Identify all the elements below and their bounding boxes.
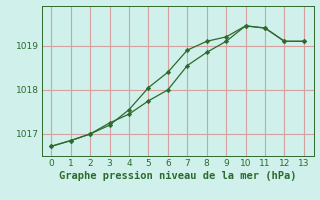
X-axis label: Graphe pression niveau de la mer (hPa): Graphe pression niveau de la mer (hPa) — [59, 171, 296, 181]
